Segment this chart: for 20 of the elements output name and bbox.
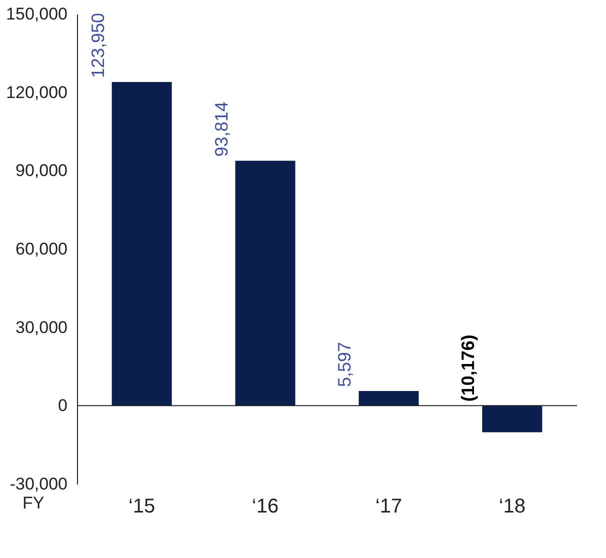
y-tick-label: 150,000 bbox=[6, 4, 68, 24]
x-tick-label: ‘18 bbox=[498, 496, 526, 518]
bar bbox=[112, 82, 172, 406]
data-label: (10,176) bbox=[458, 334, 478, 402]
y-tick-label: 0 bbox=[58, 396, 68, 416]
y-tick-label: 30,000 bbox=[16, 318, 68, 337]
data-label: 123,950 bbox=[88, 12, 108, 78]
y-tick-label: 60,000 bbox=[16, 240, 68, 258]
y-tick-label: 120,000 bbox=[6, 82, 68, 102]
bar bbox=[235, 160, 296, 406]
x-axis-title: FY bbox=[22, 494, 44, 512]
x-tick-label: ‘17 bbox=[375, 496, 402, 518]
data-label: 93,814 bbox=[211, 102, 232, 157]
data-label: 5,597 bbox=[334, 342, 355, 388]
x-tick-label: ‘15 bbox=[128, 496, 156, 518]
x-tick-label: ‘16 bbox=[252, 496, 279, 518]
bar bbox=[482, 406, 542, 432]
y-tick-label: -30,000 bbox=[10, 474, 68, 494]
y-tick-label: 90,000 bbox=[16, 161, 68, 180]
bar bbox=[358, 391, 419, 406]
